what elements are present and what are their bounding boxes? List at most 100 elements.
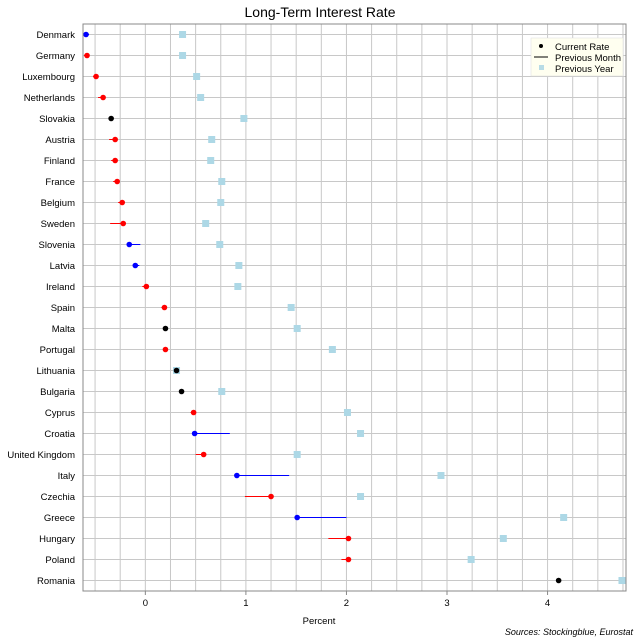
current-rate-marker xyxy=(345,535,352,542)
x-tick-label: 1 xyxy=(243,598,248,609)
legend-previous-month-label: Previous Month xyxy=(555,53,621,64)
current-rate-marker xyxy=(268,493,274,500)
previous-year-marker xyxy=(202,220,210,227)
current-rate-marker xyxy=(119,199,126,206)
country-label: Spain xyxy=(51,303,75,314)
source-note: Sources: Stockingblue, Eurostat xyxy=(505,627,634,637)
country-label: Cyprus xyxy=(45,408,75,419)
current-rate-marker xyxy=(126,241,133,248)
current-rate-marker xyxy=(173,367,180,374)
current-rate-marker xyxy=(112,136,118,143)
country-label: France xyxy=(45,177,75,188)
chart-title: Long-Term Interest Rate xyxy=(245,4,396,20)
country-label: Latvia xyxy=(50,261,76,272)
country-label: Germany xyxy=(36,51,75,62)
current-rate-marker xyxy=(345,556,352,563)
legend-previous-year-marker xyxy=(539,65,544,70)
previous-year-marker xyxy=(357,493,365,500)
previous-year-marker xyxy=(207,157,215,164)
current-rate-marker xyxy=(100,94,106,101)
country-label: Finland xyxy=(44,156,75,167)
country-label: Slovakia xyxy=(39,114,76,125)
previous-year-marker xyxy=(197,94,205,101)
grid xyxy=(83,24,626,591)
country-label: Ireland xyxy=(46,282,75,293)
country-label: Croatia xyxy=(44,429,75,440)
x-tick-label: 2 xyxy=(344,598,349,609)
country-label: Bulgaria xyxy=(40,387,76,398)
previous-year-marker xyxy=(343,409,351,416)
previous-year-marker xyxy=(235,262,243,269)
legend-current-label: Current Rate xyxy=(555,42,609,53)
country-label: Greece xyxy=(44,513,75,524)
current-rate-marker xyxy=(114,178,120,185)
country-label: Slovenia xyxy=(39,240,76,251)
x-tick-label: 4 xyxy=(545,598,550,609)
previous-year-marker xyxy=(193,73,201,80)
previous-year-marker xyxy=(234,283,242,290)
country-label: Belgium xyxy=(41,198,75,209)
previous-year-marker xyxy=(218,178,226,185)
previous-year-marker xyxy=(467,556,475,563)
country-label: Czechia xyxy=(41,492,76,503)
previous-year-marker xyxy=(293,451,301,458)
current-rate-marker xyxy=(200,451,207,458)
previous-year-marker xyxy=(328,346,336,353)
current-rate-marker xyxy=(108,115,114,122)
previous-year-marker xyxy=(618,577,626,584)
current-rate-marker xyxy=(120,220,127,227)
previous-year-marker xyxy=(357,430,365,437)
previous-year-marker xyxy=(287,304,295,311)
country-label: Portugal xyxy=(40,345,75,356)
country-label: United Kingdom xyxy=(7,450,75,461)
country-label: Hungary xyxy=(39,534,75,545)
current-rate-marker xyxy=(112,157,118,164)
country-label: Romania xyxy=(37,576,76,587)
current-rate-marker xyxy=(84,52,90,59)
country-label: Italy xyxy=(58,471,76,482)
current-rate-marker xyxy=(178,388,185,395)
country-label: Sweden xyxy=(41,219,75,230)
x-tick-label: 0 xyxy=(143,598,148,609)
country-label: Netherlands xyxy=(24,93,75,104)
current-rate-marker xyxy=(294,514,300,521)
current-rate-marker xyxy=(162,325,169,332)
current-rate-marker xyxy=(162,346,169,353)
x-axis-ticks: 0 1 2 3 4 xyxy=(143,591,550,609)
previous-year-marker xyxy=(179,31,187,38)
plot-frame xyxy=(82,23,627,592)
current-rate-marker xyxy=(132,262,139,269)
previous-month-segments xyxy=(84,34,349,560)
previous-year-marker xyxy=(437,472,445,479)
current-rate-marker xyxy=(161,304,168,311)
country-label: Luxembourg xyxy=(22,72,75,83)
current-rate-marker xyxy=(93,73,99,80)
previous-year-marker xyxy=(560,514,568,521)
x-tick-label: 3 xyxy=(444,598,449,609)
previous-year-markers xyxy=(173,31,626,584)
current-rate-marker xyxy=(83,31,89,38)
current-rate-marker xyxy=(143,283,150,290)
country-label: Malta xyxy=(52,324,76,335)
country-label: Lithuania xyxy=(36,366,75,377)
previous-year-marker xyxy=(216,241,224,248)
country-labels: Denmark Germany Luxembourg Netherlands Slova… xyxy=(7,30,75,587)
previous-year-marker xyxy=(218,388,226,395)
legend: Current Rate Previous Month Previous Yea… xyxy=(530,37,624,77)
current-rate-marker xyxy=(234,472,240,479)
current-rate-markers xyxy=(83,31,562,584)
current-rate-marker xyxy=(555,577,562,584)
legend-previous-year-label: Previous Year xyxy=(555,64,614,75)
country-label: Denmark xyxy=(36,30,75,41)
previous-year-marker xyxy=(499,535,507,542)
x-axis-title: Percent xyxy=(303,616,336,627)
legend-current-marker xyxy=(539,44,543,48)
previous-year-marker xyxy=(179,52,187,59)
current-rate-marker xyxy=(191,430,198,437)
country-label: Austria xyxy=(45,135,75,146)
previous-year-marker xyxy=(208,136,216,143)
previous-year-marker xyxy=(217,199,225,206)
current-rate-marker xyxy=(190,409,197,416)
previous-year-marker xyxy=(293,325,301,332)
